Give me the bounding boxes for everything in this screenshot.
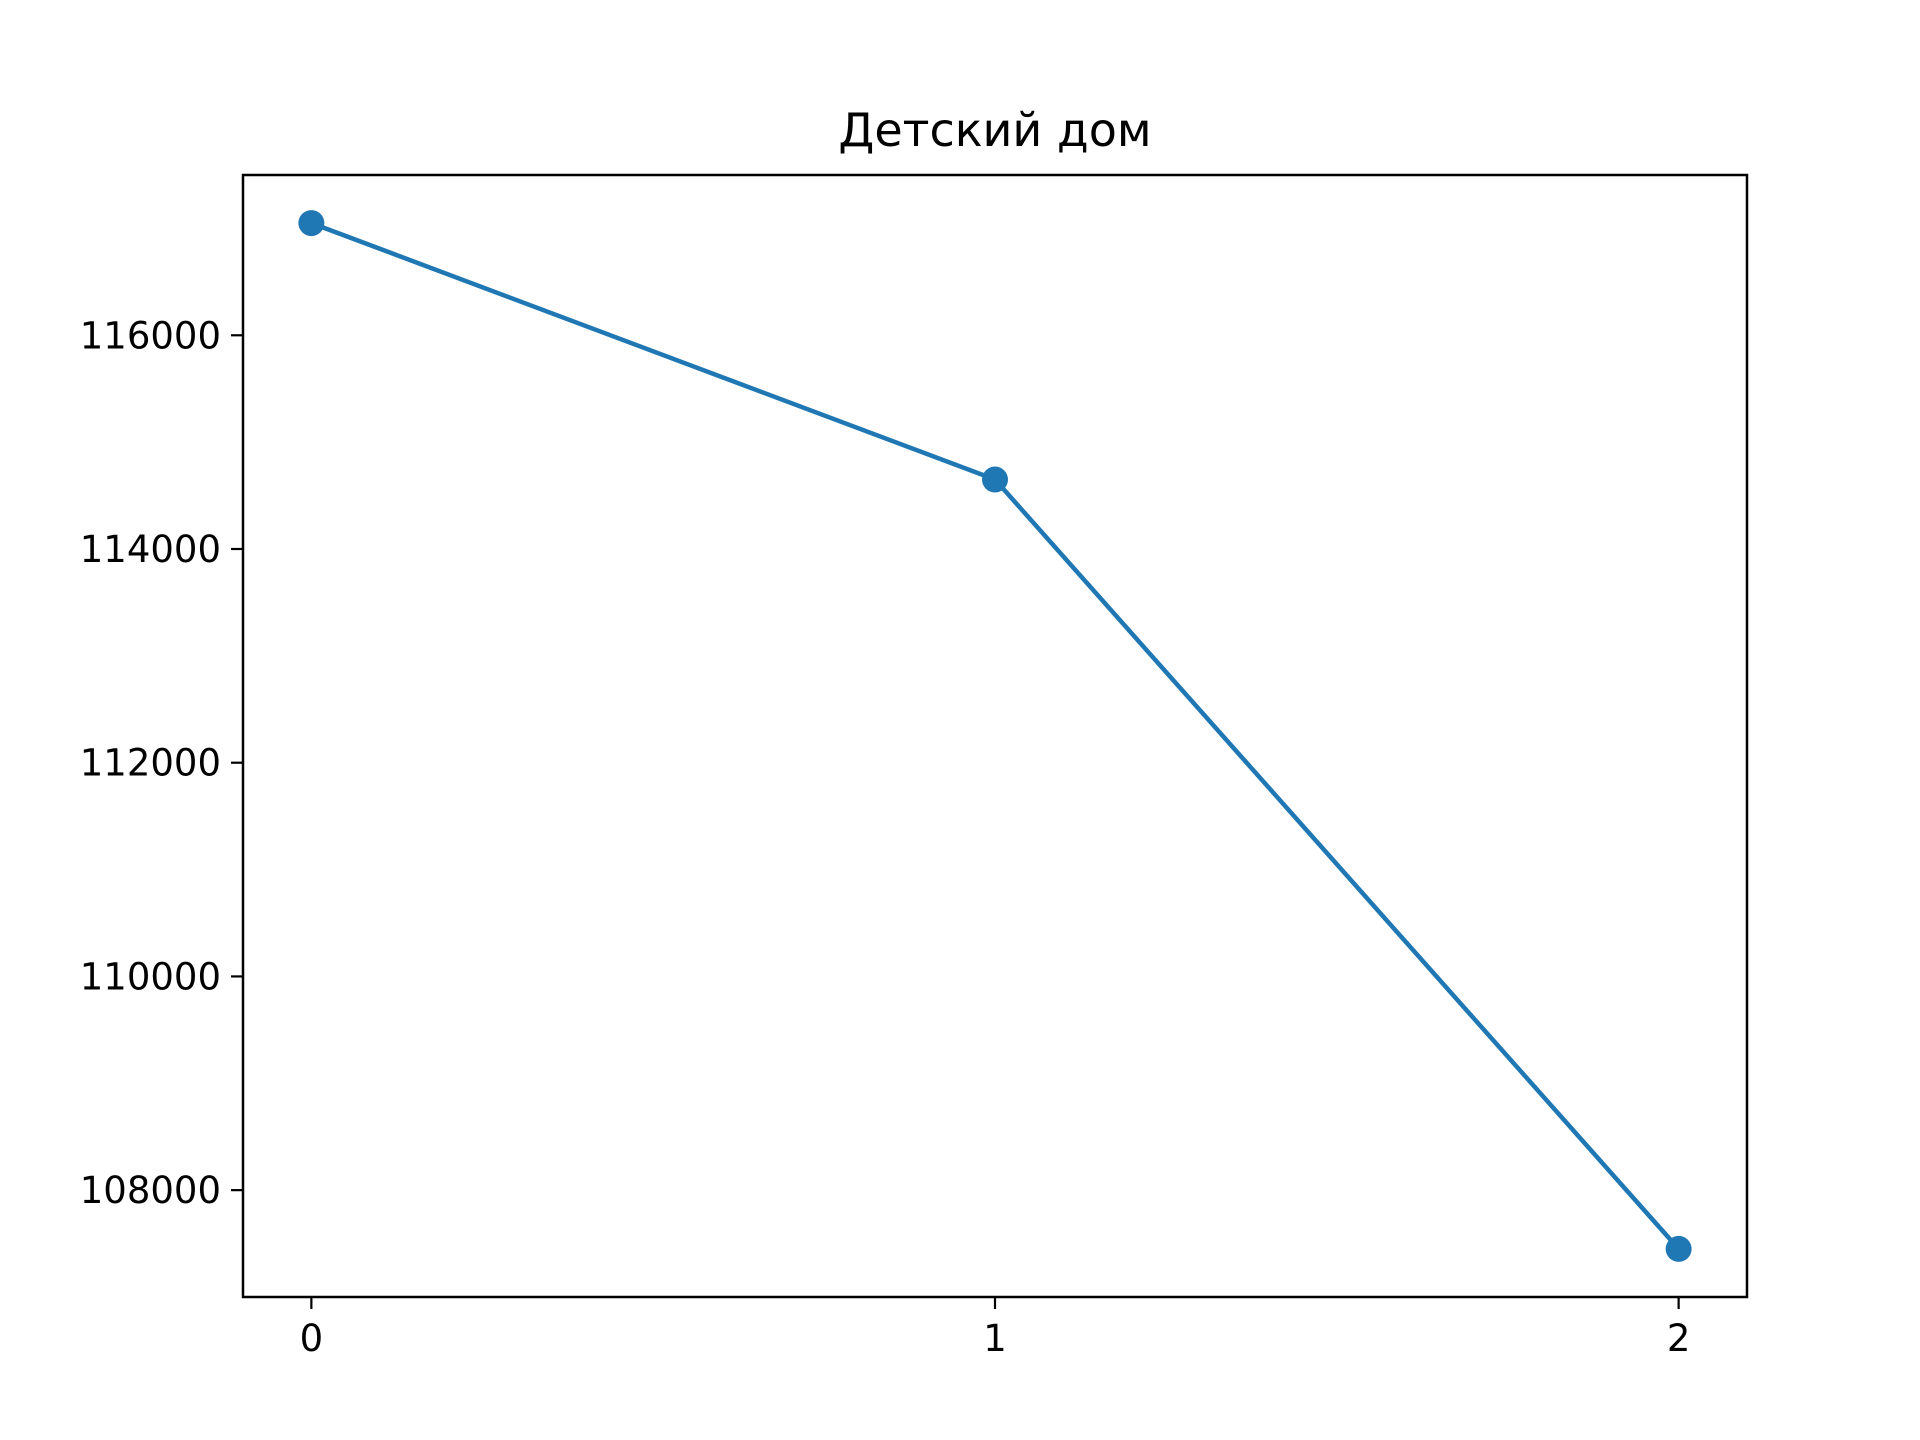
chart-title: Детский дом xyxy=(838,103,1151,157)
y-tick-label: 116000 xyxy=(80,314,221,357)
y-tick-label: 110000 xyxy=(80,955,221,998)
series-line xyxy=(309,220,1681,1252)
y-tick-label: 112000 xyxy=(80,742,221,785)
data-point xyxy=(1665,1235,1692,1262)
x-tick-label: 0 xyxy=(300,1317,324,1360)
y-tick-label: 114000 xyxy=(80,528,221,571)
axes-frame xyxy=(241,173,1749,1299)
x-tick-label: 1 xyxy=(983,1317,1007,1360)
plot-area: 0 1 2 108000 110000 112000 114000 116000 xyxy=(80,173,1749,1360)
y-tick-label: 108000 xyxy=(80,1169,221,1212)
x-tick-label: 2 xyxy=(1667,1317,1691,1360)
data-point xyxy=(298,210,325,237)
data-point xyxy=(982,466,1008,493)
